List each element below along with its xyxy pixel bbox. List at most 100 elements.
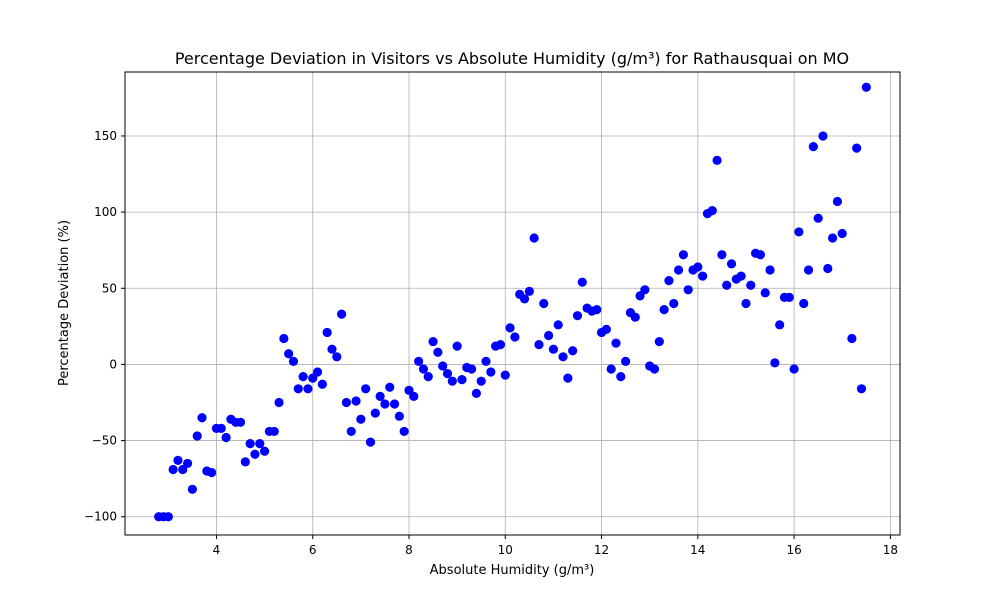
data-point xyxy=(698,271,708,281)
data-point xyxy=(288,356,299,366)
data-point xyxy=(433,347,443,357)
data-point xyxy=(259,446,270,456)
data-point xyxy=(664,276,674,286)
data-point xyxy=(712,155,722,165)
data-point xyxy=(327,344,337,354)
data-point xyxy=(341,397,352,408)
data-point xyxy=(568,346,578,356)
y-tick-label: 150 xyxy=(94,129,117,143)
data-point xyxy=(279,333,289,344)
data-point xyxy=(828,233,838,243)
data-point xyxy=(394,411,404,421)
data-point xyxy=(452,341,462,351)
data-point xyxy=(346,426,356,437)
data-point xyxy=(678,250,688,260)
data-point xyxy=(356,414,366,424)
data-point xyxy=(856,384,867,394)
data-point xyxy=(370,408,380,418)
plot-area-frame xyxy=(124,71,901,536)
y-tick-label: 50 xyxy=(102,281,117,295)
data-point xyxy=(380,399,390,409)
data-point xyxy=(235,417,246,427)
data-point xyxy=(332,352,342,362)
data-point xyxy=(192,431,202,441)
data-point xyxy=(438,361,448,371)
data-point xyxy=(577,277,587,287)
data-point xyxy=(245,439,255,449)
data-point xyxy=(717,250,727,260)
data-point xyxy=(548,344,559,354)
data-point xyxy=(736,271,746,281)
data-points xyxy=(154,82,871,522)
x-tick-label: 8 xyxy=(405,543,413,557)
data-point xyxy=(500,370,510,380)
data-point xyxy=(760,288,770,298)
x-axis-ticks: 4 6 8 10 12 14 16 18 xyxy=(213,535,898,557)
data-point xyxy=(481,356,491,366)
data-point xyxy=(505,323,515,333)
data-point xyxy=(389,399,400,409)
data-point xyxy=(207,467,217,478)
data-point xyxy=(216,423,226,433)
data-point xyxy=(414,356,424,366)
data-point xyxy=(519,294,530,304)
data-point xyxy=(182,458,193,469)
data-point xyxy=(317,379,327,389)
data-point xyxy=(746,280,756,290)
data-point xyxy=(601,324,611,334)
data-point xyxy=(510,332,520,342)
data-point xyxy=(298,372,308,382)
data-point xyxy=(293,384,303,394)
data-point xyxy=(770,358,780,368)
data-point xyxy=(818,131,828,141)
data-point xyxy=(784,292,794,303)
data-point xyxy=(794,227,804,237)
data-point xyxy=(823,263,833,274)
data-point xyxy=(654,336,664,347)
data-point xyxy=(337,309,347,319)
data-point xyxy=(592,304,602,315)
y-axis-label: Percentage Deviation (%) xyxy=(57,220,72,386)
data-point xyxy=(572,311,583,321)
chart-title: Percentage Deviation in Visitors vs Abso… xyxy=(175,49,849,68)
x-tick-label: 16 xyxy=(786,543,801,557)
data-point xyxy=(423,372,433,382)
data-point xyxy=(471,388,481,398)
data-point xyxy=(274,397,284,408)
data-point xyxy=(852,143,862,153)
data-point xyxy=(409,391,419,402)
data-point xyxy=(442,368,453,379)
data-point xyxy=(447,376,457,386)
data-point xyxy=(457,375,467,385)
y-tick-label: 100 xyxy=(94,205,117,219)
x-tick-label: 14 xyxy=(690,543,705,557)
data-point xyxy=(524,286,534,296)
data-point xyxy=(693,262,703,272)
data-point xyxy=(529,233,539,243)
data-point xyxy=(534,340,544,350)
data-point xyxy=(187,484,197,494)
data-point xyxy=(765,265,775,275)
data-point xyxy=(808,142,818,152)
x-tick-label: 18 xyxy=(883,543,898,557)
data-point xyxy=(418,364,429,374)
data-point xyxy=(837,228,847,239)
data-point xyxy=(303,384,313,394)
data-point xyxy=(466,364,477,374)
x-tick-label: 12 xyxy=(594,543,609,557)
x-axis-label: Absolute Humidity (g/m³) xyxy=(430,563,595,578)
data-point xyxy=(621,356,631,366)
data-point xyxy=(606,364,616,374)
data-point xyxy=(673,265,684,275)
data-point xyxy=(361,384,371,394)
data-point xyxy=(476,376,486,386)
data-point xyxy=(649,364,660,374)
data-point xyxy=(553,320,563,330)
y-tick-label: −50 xyxy=(92,434,117,448)
y-tick-label: −100 xyxy=(84,510,117,524)
data-point xyxy=(741,298,751,309)
data-point xyxy=(385,382,395,392)
data-point xyxy=(659,304,669,315)
data-point xyxy=(803,265,814,275)
